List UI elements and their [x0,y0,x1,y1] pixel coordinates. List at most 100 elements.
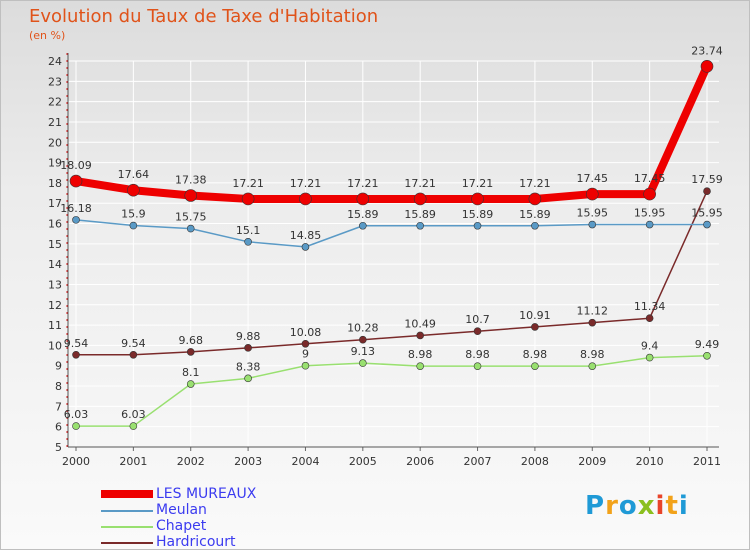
point-chapet-2009 [588,362,597,370]
x-tick-label-2009: 2009 [578,455,606,468]
data-label-meulan-2007: 15.89 [462,208,494,221]
legend-swatch-hardricourt [101,542,153,544]
y-tick-label-20: 20 [48,136,62,149]
point-hardricourt-2002 [186,348,195,356]
series-line-les-mureaux [72,62,711,203]
point-hardricourt-2007 [473,327,482,336]
point-hardricourt-2008 [531,323,539,331]
data-label-meulan-2005: 15.89 [347,208,379,221]
data-label-les-mureaux-2000: 18.09 [60,159,92,172]
point-les-mureaux-2002 [184,189,198,202]
point-chapet-2000 [72,422,80,430]
proxiti-logo: Proxiti [585,491,689,521]
y-tick-label-8: 8 [55,380,62,393]
data-label-hardricourt-2001: 9.54 [121,337,146,350]
data-label-chapet-2007: 8.98 [465,348,490,361]
data-label-les-mureaux-2003: 17.21 [232,177,264,190]
point-hardricourt-2003 [244,344,252,352]
legend-swatch-les-mureaux [101,490,153,498]
axes: 5 6 7 8 9 10 11 12 13 14 15 16 17 18 19 20 21 22 23 24 2000 2… [48,53,721,468]
data-label-hardricourt-2011: 17.59 [691,173,723,186]
point-les-mureaux-2004 [299,192,312,206]
data-label-meulan-2008: 15.89 [519,208,551,221]
point-meulan-2003 [244,238,252,246]
x-tick-label-2002: 2002 [177,455,205,468]
data-label-les-mureaux-2002: 17.38 [175,173,207,186]
y-tick-label-15: 15 [48,238,62,251]
point-les-mureaux-2008 [528,192,542,206]
data-label-les-mureaux-2010: 17.45 [634,172,666,185]
point-chapet-2007 [473,362,482,370]
y-tick-label-9: 9 [55,360,62,373]
y-tick-label-13: 13 [48,278,62,291]
point-chapet-2006 [416,362,424,370]
data-label-hardricourt-2008: 10.91 [519,309,551,322]
legend-swatch-chapet [101,526,153,528]
point-chapet-2008 [531,362,539,370]
data-label-hardricourt-2002: 9.68 [178,334,203,347]
point-hardricourt-2004 [301,339,310,348]
y-tick-label-6: 6 [55,421,62,434]
x-tick-label-2011: 2011 [693,455,721,468]
point-hardricourt-2010 [645,314,654,322]
y-tick-label-22: 22 [48,96,62,109]
point-les-mureaux-2001 [127,183,140,197]
logo-letter: o [618,491,638,521]
data-label-chapet-2008: 8.98 [523,348,548,361]
data-labels: 18.09 17.64 17.38 17.21 17.21 17.21 17.21 17.21… [60,44,723,421]
point-meulan-2006 [416,221,424,230]
series-line-meulan [75,219,708,248]
data-label-chapet-2009: 8.98 [580,348,605,361]
data-label-hardricourt-2009: 11.12 [577,305,609,318]
point-meulan-2007 [473,221,482,230]
point-chapet-2011 [703,351,711,360]
point-chapet-2002 [186,380,195,388]
legend-item-meulan: Meulan [101,502,361,519]
point-les-mureaux-2009 [585,187,599,201]
data-label-hardricourt-2005: 10.28 [347,322,379,335]
logo-letter: i [678,491,689,521]
point-chapet-2001 [129,422,138,430]
point-les-mureaux-2006 [413,192,427,206]
point-meulan-2001 [129,221,138,230]
y-tick-label-19: 19 [48,157,62,170]
point-hardricourt-2005 [359,335,367,344]
x-tick-label-2001: 2001 [119,455,147,468]
data-label-les-mureaux-2001: 17.64 [118,168,150,181]
y-tick-label-7: 7 [55,400,62,413]
data-label-meulan-2006: 15.89 [404,208,436,221]
y-tick-label-18: 18 [48,177,62,190]
data-label-les-mureaux-2009: 17.45 [577,172,609,185]
logo-letter: r [605,491,619,521]
point-les-mureaux-2003 [241,192,255,206]
point-meulan-2002 [186,224,195,233]
series-line-hardricourt [75,190,708,356]
x-tick-label-2004: 2004 [291,455,319,468]
data-label-les-mureaux-2011: 23.74 [691,44,723,57]
data-label-meulan-2010: 15.95 [634,207,666,220]
data-label-les-mureaux-2005: 17.21 [347,177,379,190]
point-les-mureaux-2007 [471,192,484,206]
y-tick-label-14: 14 [48,258,62,271]
data-label-chapet-2001: 6.03 [121,408,146,421]
point-meulan-2009 [588,220,597,229]
data-label-chapet-2010: 9.4 [641,340,659,353]
data-label-hardricourt-2006: 10.49 [404,317,436,330]
y-tick-label-5: 5 [55,441,62,454]
point-chapet-2010 [645,353,654,362]
x-tick-label-2007: 2007 [464,455,492,468]
data-label-les-mureaux-2006: 17.21 [404,177,436,190]
point-chapet-2005 [359,359,367,367]
y-tick-label-16: 16 [48,218,62,231]
data-label-les-mureaux-2007: 17.21 [462,177,494,190]
series-group [69,59,714,430]
x-tick-label-2000: 2000 [62,455,90,468]
data-label-meulan-2011: 15.95 [691,207,723,220]
data-label-meulan-2004: 14.85 [290,229,322,242]
logo-letter: P [585,491,606,521]
x-tick-label-2008: 2008 [521,455,549,468]
x-tick-label-2003: 2003 [234,455,262,468]
legend-item-hardricourt: Hardricourt [101,534,361,551]
